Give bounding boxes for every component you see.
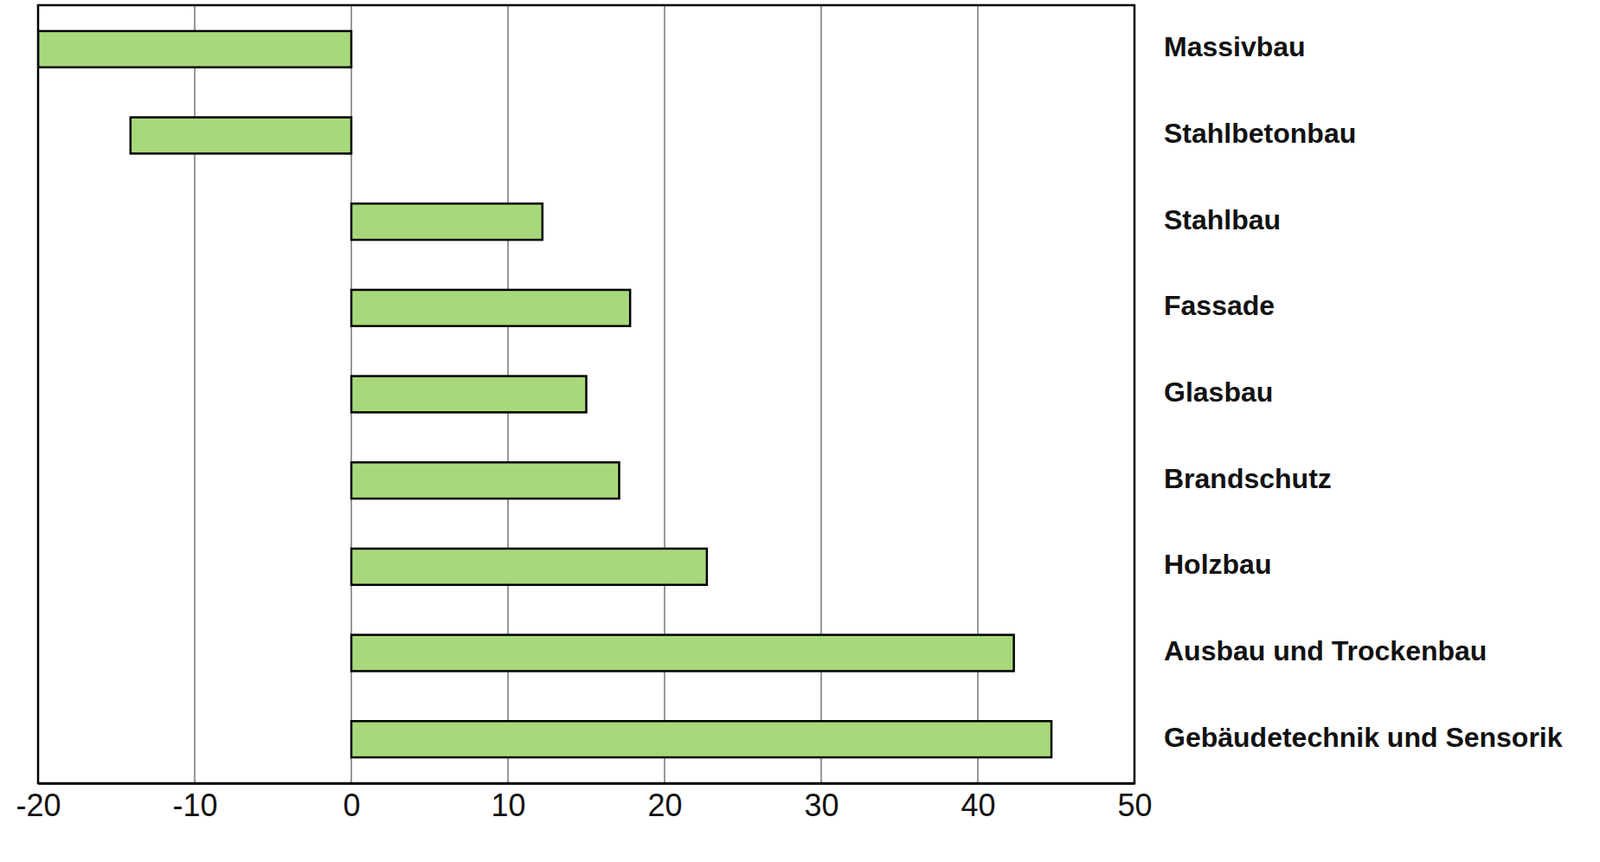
tick-label: -10 (172, 787, 218, 823)
category-label: Glasbau (1163, 376, 1273, 408)
chart: Massivbau Stahlbetonbau Stahlbau Fassade Gla… (0, 0, 1600, 862)
tick: 0 (342, 783, 360, 823)
bar (38, 31, 352, 68)
tick: 10 (490, 783, 526, 823)
tick-label: 50 (1117, 787, 1152, 823)
tick: -20 (15, 783, 61, 823)
bar (130, 117, 352, 155)
bar (351, 203, 543, 240)
bar (351, 720, 1052, 758)
plot: -20 -10 0 10 20 30 40 50 (15, 5, 1152, 823)
bar (351, 635, 1015, 672)
tick: -10 (172, 783, 218, 823)
x-axis-line (38, 782, 1136, 785)
bars (38, 31, 1052, 758)
bar (351, 462, 620, 499)
category-label: Stahlbetonbau (1163, 117, 1356, 149)
category-label: Gebäudetechnik und Sensorik (1163, 721, 1563, 753)
bar (351, 548, 707, 585)
category-label: Holzbau (1163, 548, 1272, 580)
grid (38, 5, 1135, 784)
tick: 50 (1117, 783, 1152, 823)
bar (351, 289, 630, 327)
category-label: Stahlbau (1163, 204, 1281, 236)
bar (351, 376, 587, 413)
category-label: Ausbau und Trockenbau (1163, 635, 1487, 667)
tick: 20 (647, 783, 682, 823)
category-labels: Massivbau Stahlbetonbau Stahlbau Fassade Gla… (1163, 31, 1563, 752)
tick: 40 (960, 783, 996, 823)
category-label: Massivbau (1163, 31, 1306, 63)
plot-frame (38, 5, 1135, 784)
category-label: Brandschutz (1163, 462, 1332, 495)
category-label: Fassade (1163, 289, 1275, 322)
tick-label: 30 (803, 787, 839, 823)
x-axis: -20 -10 0 10 20 30 40 50 (15, 783, 1152, 823)
tick-label: 10 (490, 787, 526, 823)
tick-label: -20 (15, 787, 61, 823)
tick-label: 20 (647, 787, 682, 823)
tick: 30 (803, 783, 839, 823)
tick-label: 0 (342, 787, 360, 823)
tick-label: 40 (960, 787, 996, 823)
